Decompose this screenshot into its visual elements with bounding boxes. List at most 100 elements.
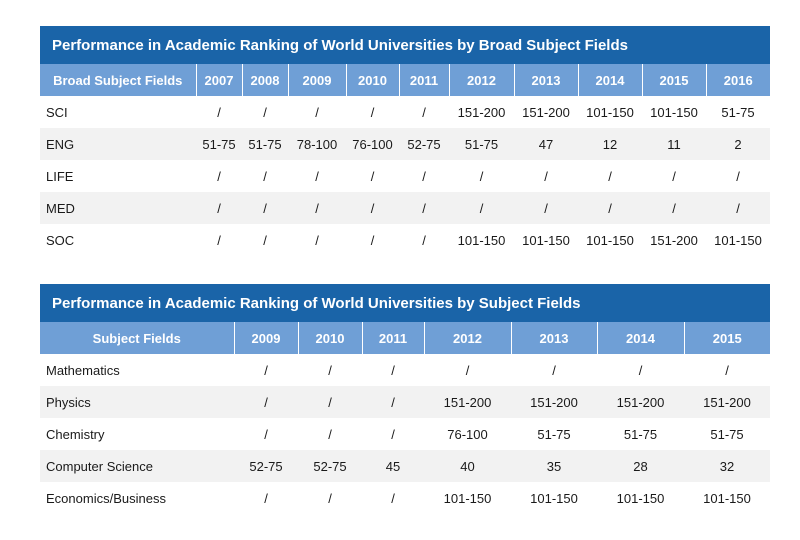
table-cell: / <box>514 160 578 192</box>
table-cell: / <box>597 354 684 386</box>
table-cell: 78-100 <box>288 128 346 160</box>
table-cell: / <box>449 160 514 192</box>
table-cell: 101-150 <box>424 482 511 514</box>
row-label: SOC <box>40 224 196 256</box>
table-cell: 28 <box>597 450 684 482</box>
table-cell: / <box>399 192 449 224</box>
column-header-year: 2013 <box>511 322 598 354</box>
table-cell: 11 <box>642 128 706 160</box>
column-header-field: Broad Subject Fields <box>40 64 197 96</box>
table-cell: / <box>346 224 399 256</box>
table-cell: / <box>706 192 770 224</box>
column-header-year: 2014 <box>597 322 685 354</box>
table-cell: 52-75 <box>298 450 362 482</box>
table-cell: 151-200 <box>684 386 770 418</box>
column-header-year: 2013 <box>514 64 579 96</box>
table-cell: / <box>234 354 298 386</box>
table-cell: 101-150 <box>578 224 642 256</box>
broad-subject-header-row: Broad Subject Fields 2007 2008 2009 2010 2011… <box>40 64 770 96</box>
table-cell: 151-200 <box>424 386 511 418</box>
table-cell: / <box>362 354 424 386</box>
table-cell: 101-150 <box>514 224 578 256</box>
table-cell: / <box>242 192 288 224</box>
table-cell: / <box>288 160 346 192</box>
column-header-field: Subject Fields <box>40 322 235 354</box>
table-cell: 35 <box>511 450 597 482</box>
table-cell: / <box>346 96 399 128</box>
table-row: Mathematics / / / / / / / <box>40 354 770 386</box>
column-header-year: 2015 <box>642 64 707 96</box>
row-label: Chemistry <box>40 418 234 450</box>
table-row: Computer Science 52-75 52-75 45 40 35 28 32 <box>40 450 770 482</box>
row-label: SCI <box>40 96 196 128</box>
column-header-year: 2016 <box>706 64 770 96</box>
table-cell: / <box>242 224 288 256</box>
subject-table-panel: Performance in Academic Ranking of World… <box>40 284 770 514</box>
watermark-text: 摘·编小 <box>732 12 770 25</box>
table-row: Physics / //151-200 151-200 151-200 151-200 <box>40 386 770 418</box>
table-cell: / <box>288 224 346 256</box>
table-cell: 101-150 <box>597 482 684 514</box>
table-cell: 51-75 <box>706 96 770 128</box>
table-cell: 32 <box>684 450 770 482</box>
table-cell: 151-200 <box>514 96 578 128</box>
table-cell: 151-200 <box>642 224 706 256</box>
table-cell: 52-75 <box>399 128 449 160</box>
table-cell: / <box>298 482 362 514</box>
table-cell: 51-75 <box>684 418 770 450</box>
broad-subject-table-title: Performance in Academic Ranking of World… <box>40 12 770 64</box>
table-cell: / <box>399 96 449 128</box>
table-cell: / <box>449 192 514 224</box>
table-cell: / <box>298 418 362 450</box>
subject-header-row: Subject Fields 2009 2010 2011 2012 2013 2014 20… <box>40 322 770 354</box>
table-cell: / <box>242 160 288 192</box>
subject-table: Subject Fields 2009 2010 2011 2012 2013 2014 20… <box>40 322 770 514</box>
table-cell: / <box>578 192 642 224</box>
column-header-year: 2010 <box>346 64 400 96</box>
row-label: ENG <box>40 128 196 160</box>
table-cell: 12 <box>578 128 642 160</box>
column-header-year: 2014 <box>578 64 643 96</box>
table-cell: 76-100 <box>346 128 399 160</box>
table-cell: 151-200 <box>449 96 514 128</box>
table-cell: / <box>298 354 362 386</box>
table-cell: / <box>578 160 642 192</box>
table-cell: 51-75 <box>196 128 242 160</box>
table-cell: 101-150 <box>642 96 706 128</box>
table-cell: 51-75 <box>511 418 597 450</box>
table-cell: / <box>242 96 288 128</box>
table-row: ENG 51-75 51-75 78-100 76-100 52-75 51-75 47 12 1… <box>40 128 770 160</box>
table-cell: / <box>514 192 578 224</box>
table-row: Chemistry / //76-100 51-75 51-75 51-75 <box>40 418 770 450</box>
table-cell: / <box>684 354 770 386</box>
table-row: SOC / / / //101-150 101-150 101-150 151-200 101-… <box>40 224 770 256</box>
row-label: Physics <box>40 386 234 418</box>
table-cell: 45 <box>362 450 424 482</box>
column-header-year: 2011 <box>362 322 425 354</box>
column-header-year: 2012 <box>424 322 512 354</box>
column-header-year: 2012 <box>449 64 515 96</box>
table-cell: 151-200 <box>511 386 597 418</box>
table-row: SCI / / / //151-200 151-200 101-150 101-150 51-7… <box>40 96 770 128</box>
table-cell: / <box>346 160 399 192</box>
table-cell: 40 <box>424 450 511 482</box>
subject-table-title: Performance in Academic Ranking of World… <box>40 284 770 322</box>
table-cell: 101-150 <box>511 482 597 514</box>
table-cell: 101-150 <box>706 224 770 256</box>
table-cell: / <box>362 386 424 418</box>
column-header-year: 2009 <box>288 64 347 96</box>
row-label: MED <box>40 192 196 224</box>
table-cell: / <box>399 160 449 192</box>
column-header-year: 2010 <box>298 322 363 354</box>
table-cell: 76-100 <box>424 418 511 450</box>
column-header-year: 2011 <box>399 64 450 96</box>
row-label: Economics/Business <box>40 482 234 514</box>
column-header-year: 2015 <box>684 322 770 354</box>
row-label: Mathematics <box>40 354 234 386</box>
table-cell: / <box>346 192 399 224</box>
subject-table-title-text: Performance in Academic Ranking of World… <box>52 295 581 312</box>
table-row: MED / / / / / / / / / / <box>40 192 770 224</box>
table-cell: / <box>511 354 597 386</box>
table-cell: / <box>399 224 449 256</box>
table-cell: / <box>424 354 511 386</box>
